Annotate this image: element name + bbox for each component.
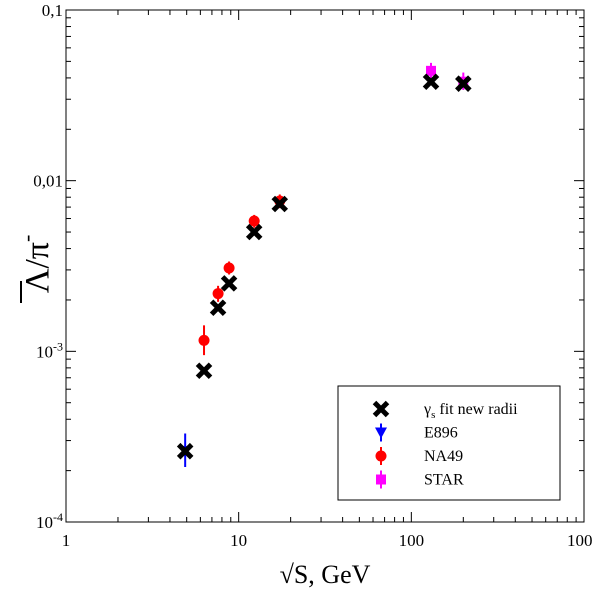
- legend-label-rest: fit new radii: [435, 401, 518, 418]
- point-s-fit-new-radii: [245, 223, 263, 241]
- legend-marker-s-fit-new-radii: [372, 400, 390, 418]
- legend: γs fit new radii E896 NA49 STAR: [337, 385, 561, 501]
- point-star: [426, 65, 437, 76]
- x-tick-label: 100: [399, 531, 425, 550]
- y-axis-label-text: Λ/π: [19, 242, 56, 293]
- y-tick-label: 0,1: [42, 1, 63, 20]
- cross-stroke: [209, 299, 227, 317]
- point-s-fit-new-radii: [195, 362, 213, 379]
- x-tick-label: 10: [230, 531, 247, 550]
- point-s-fit-new-radii: [422, 73, 440, 90]
- legend-label-e896: E896: [424, 425, 458, 442]
- point-na49: [198, 334, 210, 346]
- point-na49: [212, 288, 224, 300]
- y-tick-label-base: 0,01: [33, 172, 63, 191]
- axis-ticks: [65, 9, 585, 523]
- y-tick-label-base: 10: [36, 513, 53, 532]
- cross-stroke: [422, 73, 440, 90]
- legend-label-na49: NA49: [424, 448, 463, 465]
- legend-marker-na49: [375, 450, 387, 462]
- y-tick-label: 10-3: [36, 339, 63, 361]
- y-tick-label-exponent: -4: [53, 510, 63, 524]
- legend-label-s-fit-new-radii: γs fit new radii: [423, 401, 518, 421]
- axis-tick-labels: 110100100010-410-30,010,1: [33, 1, 592, 550]
- x-tick-label: 1000: [567, 531, 592, 550]
- legend-marker-e896: [375, 427, 387, 439]
- point-s-fit-new-radii: [220, 275, 238, 292]
- plot-frame: [65, 9, 585, 523]
- cross-stroke: [455, 75, 472, 92]
- point-na49: [248, 215, 260, 227]
- y-tick-label: 10-4: [36, 510, 63, 532]
- point-s-fit-new-radii: [176, 442, 194, 460]
- y-tick-label-base: 10: [36, 342, 53, 361]
- cross-stroke: [271, 195, 289, 213]
- cross-stroke: [176, 442, 194, 460]
- y-axis-label: Λ/π-: [14, 235, 56, 303]
- y-axis-label-superscript: -: [14, 235, 39, 242]
- legend-label-star: STAR: [424, 472, 464, 489]
- x-axis-label: √S, GeV: [280, 560, 371, 589]
- legend-marker-star: [376, 474, 386, 485]
- point-s-fit-new-radii: [209, 299, 227, 317]
- legend-label-symbol: γ: [423, 401, 431, 418]
- cross-stroke: [220, 275, 238, 292]
- cross-stroke: [372, 400, 390, 418]
- y-tick-label: 0,01: [33, 172, 63, 191]
- y-tick-label-exponent: -3: [53, 339, 63, 353]
- svg-text:Λ/π-: Λ/π-: [14, 235, 56, 294]
- point-na49: [223, 262, 235, 274]
- cross-stroke: [195, 362, 213, 379]
- data-marks: [176, 62, 472, 468]
- y-tick-label-base: 0,1: [42, 1, 63, 20]
- legend-label-subscript: s: [431, 409, 435, 421]
- x-tick-label: 1: [62, 531, 71, 550]
- point-s-fit-new-radii: [271, 195, 289, 213]
- point-s-fit-new-radii: [455, 75, 472, 92]
- cross-stroke: [245, 223, 263, 241]
